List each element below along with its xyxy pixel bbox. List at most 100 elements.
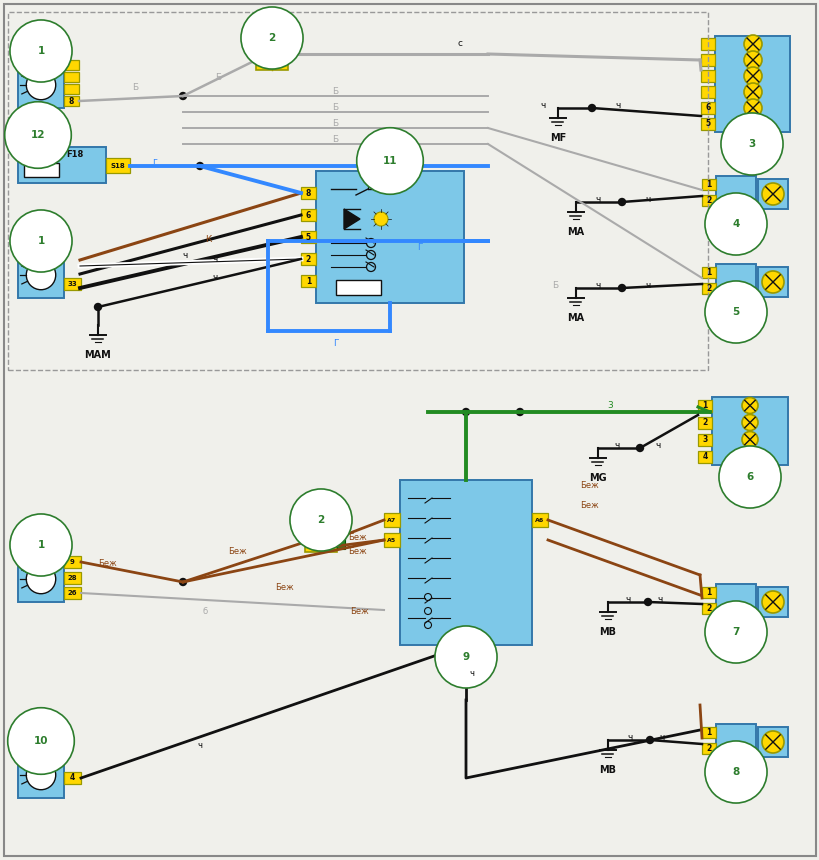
Text: 28: 28 (68, 575, 77, 581)
Text: 6: 6 (305, 211, 310, 219)
Bar (532, 513, 547, 527)
Text: 1: 1 (305, 277, 310, 286)
Text: 2: 2 (268, 33, 275, 43)
Text: 12: 12 (31, 130, 45, 140)
Bar (701, 727, 715, 738)
Text: с: с (457, 40, 462, 48)
Text: 8: 8 (69, 96, 74, 106)
Text: 9: 9 (70, 559, 75, 565)
Circle shape (743, 67, 761, 85)
Text: б: б (202, 607, 207, 617)
Text: Беж: Беж (580, 501, 599, 509)
Bar (8, 12, 707, 370)
Bar (714, 36, 789, 132)
Text: ч: ч (627, 733, 631, 741)
Text: A6: A6 (535, 518, 544, 523)
Text: 8: 8 (305, 188, 310, 198)
Text: МВ: МВ (599, 765, 616, 775)
Bar (711, 397, 787, 465)
Circle shape (197, 163, 203, 169)
Circle shape (373, 212, 387, 226)
Text: 2: 2 (705, 744, 711, 753)
Text: 5: 5 (704, 120, 710, 128)
Text: 9: 9 (462, 652, 469, 662)
Bar (700, 102, 714, 114)
Text: г: г (377, 157, 382, 167)
Text: 2: 2 (705, 604, 711, 613)
Bar (715, 584, 755, 620)
Text: 1: 1 (705, 588, 711, 597)
Bar (64, 772, 81, 784)
Text: Беж: Беж (348, 548, 367, 556)
Bar (701, 179, 715, 190)
Text: 2: 2 (317, 515, 324, 525)
Circle shape (26, 71, 56, 100)
Text: 2: 2 (705, 196, 711, 205)
Text: 2: 2 (705, 284, 711, 293)
Text: 1: 1 (310, 538, 316, 546)
Bar (757, 587, 787, 617)
Text: Беж: Беж (98, 558, 117, 568)
Bar (24, 163, 59, 177)
Bar (64, 72, 79, 82)
Text: 10A: 10A (26, 150, 44, 159)
Text: 1: 1 (325, 538, 332, 546)
Text: Б: Б (332, 88, 337, 96)
Bar (700, 86, 714, 98)
Text: Б: Б (215, 72, 221, 82)
Text: S18: S18 (111, 163, 125, 169)
Text: Б: Б (332, 103, 337, 113)
Bar (18, 556, 64, 602)
Bar (64, 587, 81, 599)
Circle shape (743, 83, 761, 101)
Text: 1: 1 (702, 401, 707, 410)
Bar (106, 158, 130, 173)
Text: ч: ч (595, 194, 600, 204)
Circle shape (761, 591, 783, 613)
Text: MF: MF (550, 133, 565, 143)
Text: ч: ч (645, 280, 649, 290)
Text: MA: MA (567, 227, 584, 237)
Bar (305, 532, 337, 552)
Text: 1: 1 (705, 728, 711, 737)
Text: Б: Б (332, 136, 337, 144)
Text: МАМ: МАМ (84, 350, 111, 360)
Text: К: К (205, 236, 211, 244)
Bar (256, 50, 287, 70)
Text: Б: Б (551, 281, 558, 291)
Bar (701, 195, 715, 206)
Circle shape (741, 415, 757, 431)
Text: ч: ч (212, 255, 217, 265)
Text: 7: 7 (731, 627, 739, 637)
Circle shape (743, 35, 761, 53)
Text: MA: MA (567, 313, 584, 323)
Bar (715, 724, 755, 760)
Text: Беж: Беж (275, 583, 294, 593)
Text: 4: 4 (702, 452, 707, 461)
Text: ч: ч (469, 668, 474, 678)
Circle shape (743, 51, 761, 69)
Text: 9: 9 (462, 655, 468, 665)
Text: ч: ч (614, 101, 620, 109)
Text: 2: 2 (277, 56, 283, 64)
Circle shape (462, 408, 469, 415)
Text: 2: 2 (305, 255, 310, 263)
Bar (400, 480, 532, 645)
Text: Беж: Беж (229, 548, 247, 556)
Text: Б: Б (332, 120, 337, 128)
Bar (700, 54, 714, 66)
Bar (383, 513, 400, 527)
Bar (757, 727, 787, 757)
Bar (64, 84, 79, 94)
Bar (715, 264, 755, 300)
Bar (700, 70, 714, 82)
Text: 1: 1 (38, 540, 44, 550)
Text: 4: 4 (731, 219, 739, 229)
Bar (337, 535, 345, 549)
Bar (64, 96, 79, 106)
Text: A5: A5 (387, 538, 396, 543)
Circle shape (618, 285, 625, 292)
Circle shape (741, 449, 757, 464)
Circle shape (26, 760, 56, 789)
Circle shape (179, 579, 186, 586)
